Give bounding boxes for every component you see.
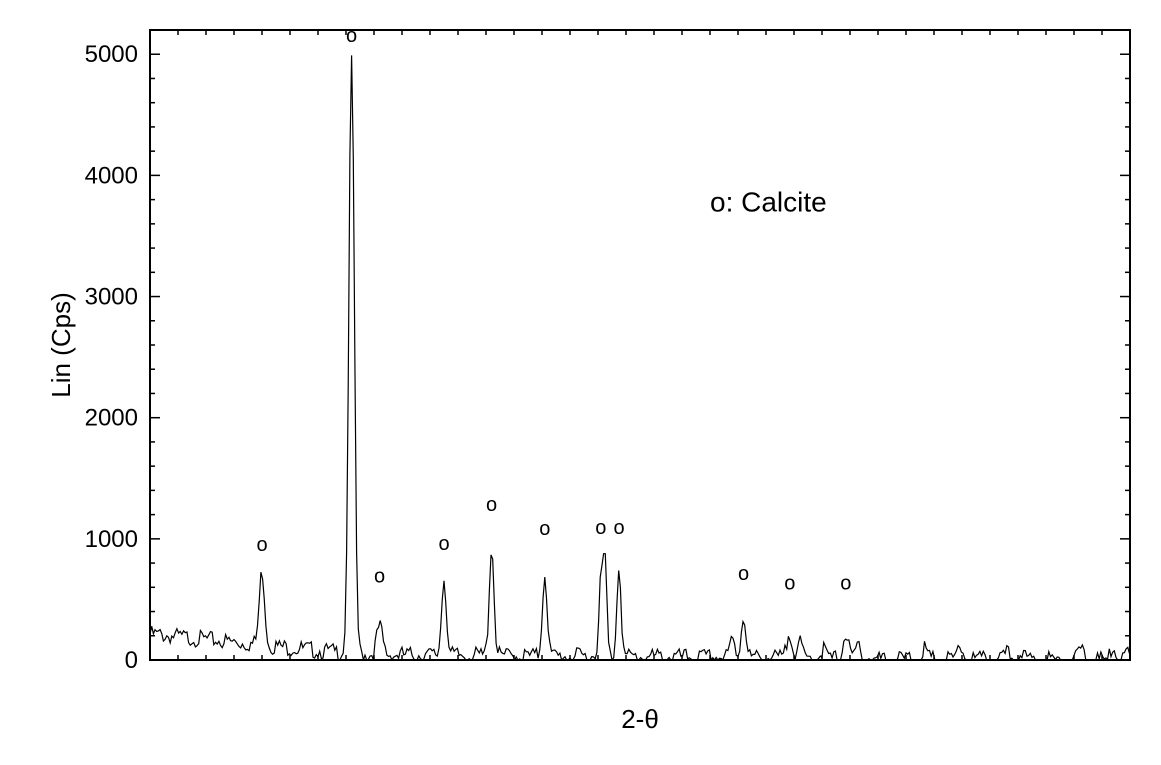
axes: 0 1000 2000 3000 4000 5000 xyxy=(85,30,1130,674)
y-tick-label: 4000 xyxy=(85,162,138,189)
calcite-peak-marker: o xyxy=(840,573,851,595)
calcite-peak-marker: o xyxy=(595,517,606,539)
calcite-peak-marker: o xyxy=(738,563,749,585)
y-tick-label: 0 xyxy=(125,647,138,674)
x-axis-label: 2-θ xyxy=(621,704,659,734)
plot-area xyxy=(150,55,1129,660)
calcite-peak-marker: o xyxy=(784,573,795,595)
legend-text: o: Calcite xyxy=(710,187,827,218)
y-axis-label: Lin (Cps) xyxy=(46,292,76,397)
calcite-peak-marker: o xyxy=(613,517,624,539)
calcite-peak-marker: o xyxy=(346,25,357,47)
calcite-peak-marker: o xyxy=(486,494,497,516)
xrd-chart: 010002000300040005000 ooooooooooo Lin (C… xyxy=(0,0,1161,765)
calcite-peak-marker: o xyxy=(438,533,449,555)
xrd-trace xyxy=(150,55,1129,660)
y-tick-label: 5000 xyxy=(85,41,138,68)
calcite-peak-marker: o xyxy=(539,518,550,540)
y-tick-label: 2000 xyxy=(85,405,138,432)
peak-markers: ooooooooooo xyxy=(256,25,851,595)
calcite-peak-marker: o xyxy=(374,565,385,587)
y-tick-label: 1000 xyxy=(85,526,138,553)
chart-svg: 010002000300040005000 ooooooooooo Lin (C… xyxy=(0,0,1161,765)
y-tick-label: 3000 xyxy=(85,284,138,311)
calcite-peak-marker: o xyxy=(256,534,267,556)
